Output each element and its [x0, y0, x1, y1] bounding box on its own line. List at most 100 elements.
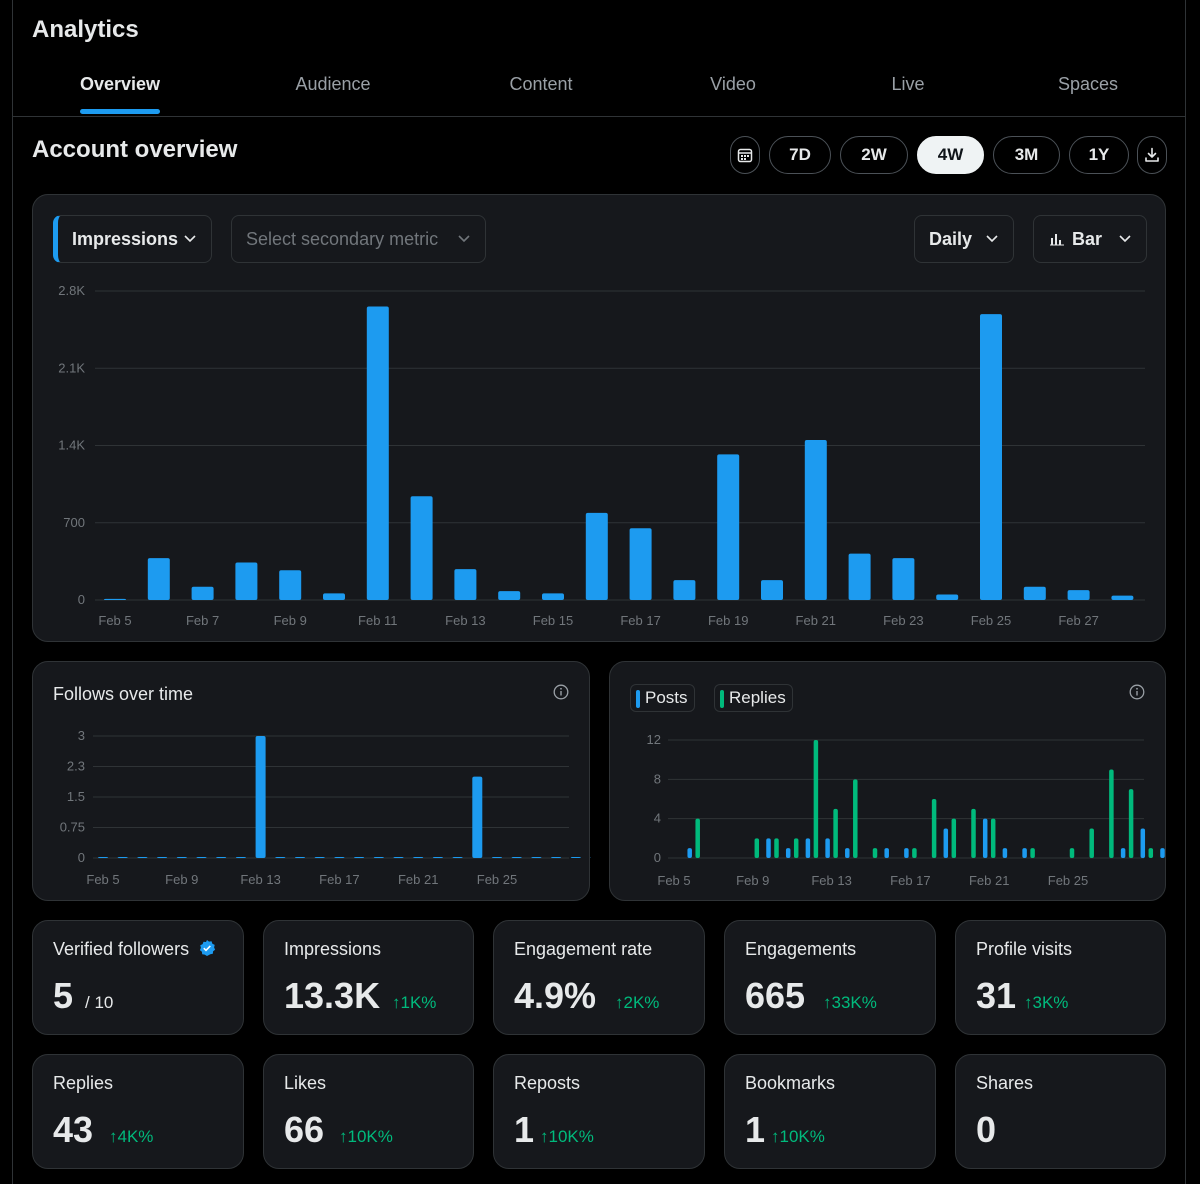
bar: [912, 848, 917, 858]
stat-label: Replies: [53, 1073, 114, 1093]
legend-posts[interactable]: Posts: [630, 684, 695, 712]
bar: [717, 454, 740, 600]
tab-live[interactable]: Live: [891, 74, 925, 94]
range-4w-button[interactable]: 4W: [917, 136, 984, 174]
x-tick-label: Feb 9: [274, 613, 307, 628]
tab-content[interactable]: Content: [509, 74, 573, 94]
x-tick-label: Feb 21: [398, 872, 438, 887]
bar: [413, 857, 424, 858]
stat-profile-visits: Profile visits 31 ↑3K%: [955, 920, 1166, 1035]
bar: [1140, 828, 1146, 858]
bar: [117, 857, 128, 858]
bar: [804, 439, 827, 600]
bar: [498, 591, 521, 600]
info-icon[interactable]: [553, 684, 569, 700]
range-3m-button[interactable]: 3M: [993, 136, 1060, 174]
bar: [904, 848, 909, 858]
bar: [813, 740, 819, 858]
bar: [943, 828, 949, 858]
tab-audience[interactable]: Audience: [295, 74, 371, 94]
bar: [157, 857, 168, 858]
x-tick-label: Feb 5: [86, 872, 119, 887]
x-tick-label: Feb 19: [708, 613, 748, 628]
stat-engagement-rate: Engagement rate 4.9% ↑2K%: [493, 920, 705, 1035]
stat-label: Impressions: [284, 939, 382, 959]
primary-metric-dropdown[interactable]: Impressions: [53, 215, 212, 263]
bar: [1022, 848, 1027, 858]
x-tick-label: Feb 15: [533, 613, 573, 628]
active-tab-indicator: [80, 109, 160, 114]
bar: [1067, 590, 1090, 600]
x-tick-label: Feb 17: [319, 872, 359, 887]
bar: [695, 818, 700, 858]
tab-video[interactable]: Video: [710, 74, 756, 94]
y-tick-label: 0: [654, 850, 661, 865]
posts-replies-bar-chart: 0 4 8 12 Feb 5 Feb 9 Feb 13 Feb 17 Feb 21 Feb 25: [647, 732, 1165, 888]
x-tick-label: Feb 25: [971, 613, 1011, 628]
x-tick-label: Feb 13: [811, 873, 851, 888]
stat-delta: ↑3K%: [1024, 993, 1069, 1012]
bar: [761, 580, 783, 600]
bar: [366, 306, 389, 600]
bar: [754, 838, 760, 858]
stat-verified-followers: Verified followers 5 / 10: [32, 920, 244, 1035]
bar: [1089, 828, 1094, 858]
legend-replies[interactable]: Replies: [714, 684, 793, 712]
secondary-metric-placeholder: Select secondary metric: [246, 229, 439, 249]
x-tick-label: Feb 17: [890, 873, 930, 888]
stat-label: Shares: [976, 1073, 1034, 1093]
bar: [884, 848, 889, 858]
interval-label: Daily: [929, 229, 973, 249]
bar: [235, 857, 246, 858]
bar: [585, 512, 608, 600]
bar: [410, 496, 433, 600]
stat-delta: ↑1K%: [392, 993, 437, 1012]
bar: [104, 598, 126, 600]
bar: [137, 857, 148, 858]
range-7d-button[interactable]: 7D: [769, 136, 831, 174]
stat-value: 665: [745, 975, 806, 1016]
chart-type-dropdown[interactable]: Bar: [1033, 215, 1147, 263]
secondary-metric-dropdown[interactable]: Select secondary metric: [231, 215, 486, 263]
range-1y-button[interactable]: 1Y: [1069, 136, 1129, 174]
bar: [845, 848, 850, 858]
bar: [629, 528, 652, 600]
stat-label: Bookmarks: [745, 1073, 836, 1093]
stat-value: 13.3K: [284, 975, 381, 1016]
bar: [825, 838, 830, 858]
bar: [323, 593, 345, 600]
chevron-down-icon: [986, 235, 998, 243]
bar: [196, 857, 207, 858]
stat-value: 1: [514, 1109, 535, 1150]
x-tick-label: Feb 17: [620, 613, 660, 628]
download-button[interactable]: [1137, 136, 1167, 174]
tab-spaces[interactable]: Spaces: [1057, 74, 1119, 94]
range-2w-button[interactable]: 2W: [840, 136, 908, 174]
impressions-chart-card: Impressions Select secondary metric Dail…: [32, 194, 1166, 642]
tab-overview[interactable]: Overview: [50, 60, 190, 116]
info-icon[interactable]: [1129, 684, 1145, 700]
y-tick-label: 2.8K: [58, 283, 85, 298]
bar: [393, 857, 404, 858]
bar: [314, 857, 325, 858]
stat-subvalue: / 10: [85, 993, 114, 1012]
bar: [432, 857, 443, 858]
calendar-icon: [737, 148, 753, 163]
verified-badge-icon: [199, 940, 216, 956]
bar: [255, 736, 266, 858]
interval-dropdown[interactable]: Daily: [914, 215, 1014, 263]
calendar-button[interactable]: [730, 136, 760, 174]
tab-bar: Overview Audience Content Video Live Spa…: [13, 60, 1185, 117]
stat-label: Verified followers: [53, 939, 216, 960]
bar: [766, 838, 771, 858]
x-tick-label: Feb 7: [186, 613, 219, 628]
bar: [98, 857, 108, 858]
bar: [971, 808, 976, 858]
y-tick-label: 2.1K: [58, 360, 85, 375]
stat-value: 31: [976, 975, 1017, 1016]
y-tick-label: 0.75: [60, 820, 85, 835]
bar: [1030, 848, 1035, 858]
stat-value: 4.9%: [514, 975, 597, 1016]
stat-value: 66: [284, 1109, 325, 1150]
follows-title: Follows over time: [53, 684, 194, 704]
